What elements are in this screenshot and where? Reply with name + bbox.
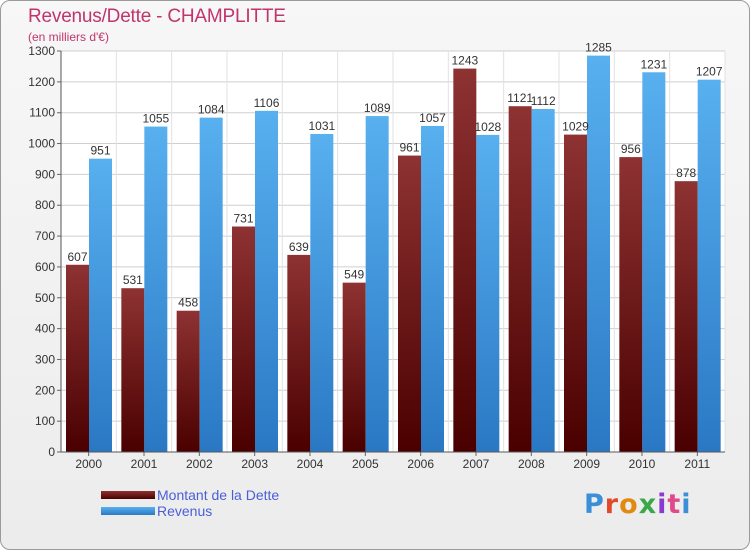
y-tick-label: 700 (35, 229, 55, 243)
y-tick-label: 1000 (28, 137, 55, 151)
bar-dette (508, 106, 532, 453)
y-tick-label: 1200 (28, 75, 55, 89)
data-label: 1029 (562, 120, 589, 134)
data-label: 1121 (507, 91, 533, 105)
y-tick-label: 400 (35, 322, 55, 336)
chart-subtitle: (en milliers d'€) (28, 30, 109, 44)
x-tick-label: 2005 (352, 457, 379, 471)
data-label: 1089 (364, 101, 391, 115)
y-tick-label: 900 (35, 167, 55, 181)
bar-revenus (587, 55, 610, 452)
bar-revenus (697, 79, 721, 452)
data-label: 1207 (696, 65, 723, 79)
proxiti-logo: Proxiti (584, 489, 692, 520)
bar-revenus (421, 125, 444, 453)
data-label: 951 (90, 144, 110, 158)
bar-dette (453, 68, 477, 452)
legend-swatch-debt (101, 491, 155, 499)
x-tick-label: 2007 (463, 457, 490, 471)
bar-revenus (199, 117, 223, 453)
legend-label-debt: Montant de la Dette (157, 487, 280, 503)
data-label: 1031 (308, 119, 335, 133)
data-label: 1285 (585, 41, 612, 55)
data-label: 1231 (640, 57, 667, 71)
x-tick-label: 2010 (629, 457, 656, 471)
data-label: 531 (123, 273, 143, 287)
bar-dette (287, 254, 311, 452)
logo-letter: i (657, 489, 668, 520)
x-tick-label: 2004 (297, 457, 324, 471)
x-tick-label: 2000 (75, 457, 102, 471)
y-tick-label: 600 (35, 260, 55, 274)
bar-dette (619, 157, 643, 452)
bar-dette (232, 226, 255, 452)
data-label: 1055 (142, 112, 169, 126)
logo-letter: x (638, 489, 658, 520)
data-label: 1028 (474, 120, 501, 134)
y-tick-label: 800 (35, 198, 55, 212)
legend-item-debt: Montant de la Dette (101, 487, 421, 503)
bar-dette (398, 155, 421, 452)
logo-letter: P (584, 489, 605, 520)
y-tick-label: 0 (48, 445, 55, 459)
logo-letter: o (619, 489, 639, 520)
data-label: 458 (178, 296, 198, 310)
bar-revenus (310, 133, 334, 453)
data-label: 1112 (531, 94, 556, 108)
bar-revenus (89, 158, 112, 452)
legend-swatch-revenus (101, 507, 155, 515)
y-tick-label: 500 (35, 291, 55, 305)
bar-revenus (531, 108, 555, 452)
legend-item-revenus: Revenus (101, 503, 421, 519)
bar-revenus (255, 110, 278, 452)
data-label: 1084 (198, 103, 225, 117)
logo-letter: r (604, 489, 620, 520)
data-label: 961 (399, 141, 419, 155)
bar-dette (66, 264, 89, 452)
bar-dette (674, 181, 698, 452)
x-tick-label: 2003 (241, 457, 268, 471)
data-label: 1106 (254, 96, 280, 110)
bar-dette (121, 288, 145, 452)
x-tick-label: 2001 (131, 457, 158, 471)
x-tick-label: 2002 (186, 457, 213, 471)
x-tick-label: 2011 (684, 457, 710, 471)
data-label: 607 (67, 250, 87, 264)
data-label: 956 (621, 142, 641, 156)
data-label: 639 (289, 240, 309, 254)
bar-revenus (642, 72, 666, 452)
legend: Montant de la Dette Revenus (101, 487, 421, 519)
data-label: 731 (233, 212, 253, 226)
bar-revenus (365, 116, 389, 452)
bar-revenus (144, 126, 168, 453)
bar-revenus (476, 134, 500, 452)
data-label: 1057 (419, 111, 446, 125)
logo-letter: t (667, 489, 682, 520)
logo-letter: i (681, 489, 692, 520)
y-tick-label: 1100 (29, 106, 55, 120)
data-label: 878 (676, 166, 696, 180)
bar-dette (564, 134, 587, 452)
y-tick-label: 1300 (28, 44, 55, 58)
y-tick-label: 200 (35, 383, 55, 397)
x-tick-label: 2009 (573, 457, 600, 471)
chart-title: Revenus/Dette - CHAMPLITTE (28, 6, 286, 27)
data-label: 1243 (451, 54, 478, 68)
y-tick-label: 100 (35, 414, 55, 428)
data-label: 549 (344, 268, 364, 282)
x-tick-label: 2008 (518, 457, 545, 471)
bar-dette (342, 282, 366, 452)
legend-label-revenus: Revenus (157, 503, 213, 519)
x-tick-label: 2006 (407, 457, 434, 471)
bar-dette (176, 310, 200, 452)
y-tick-label: 300 (35, 352, 55, 366)
